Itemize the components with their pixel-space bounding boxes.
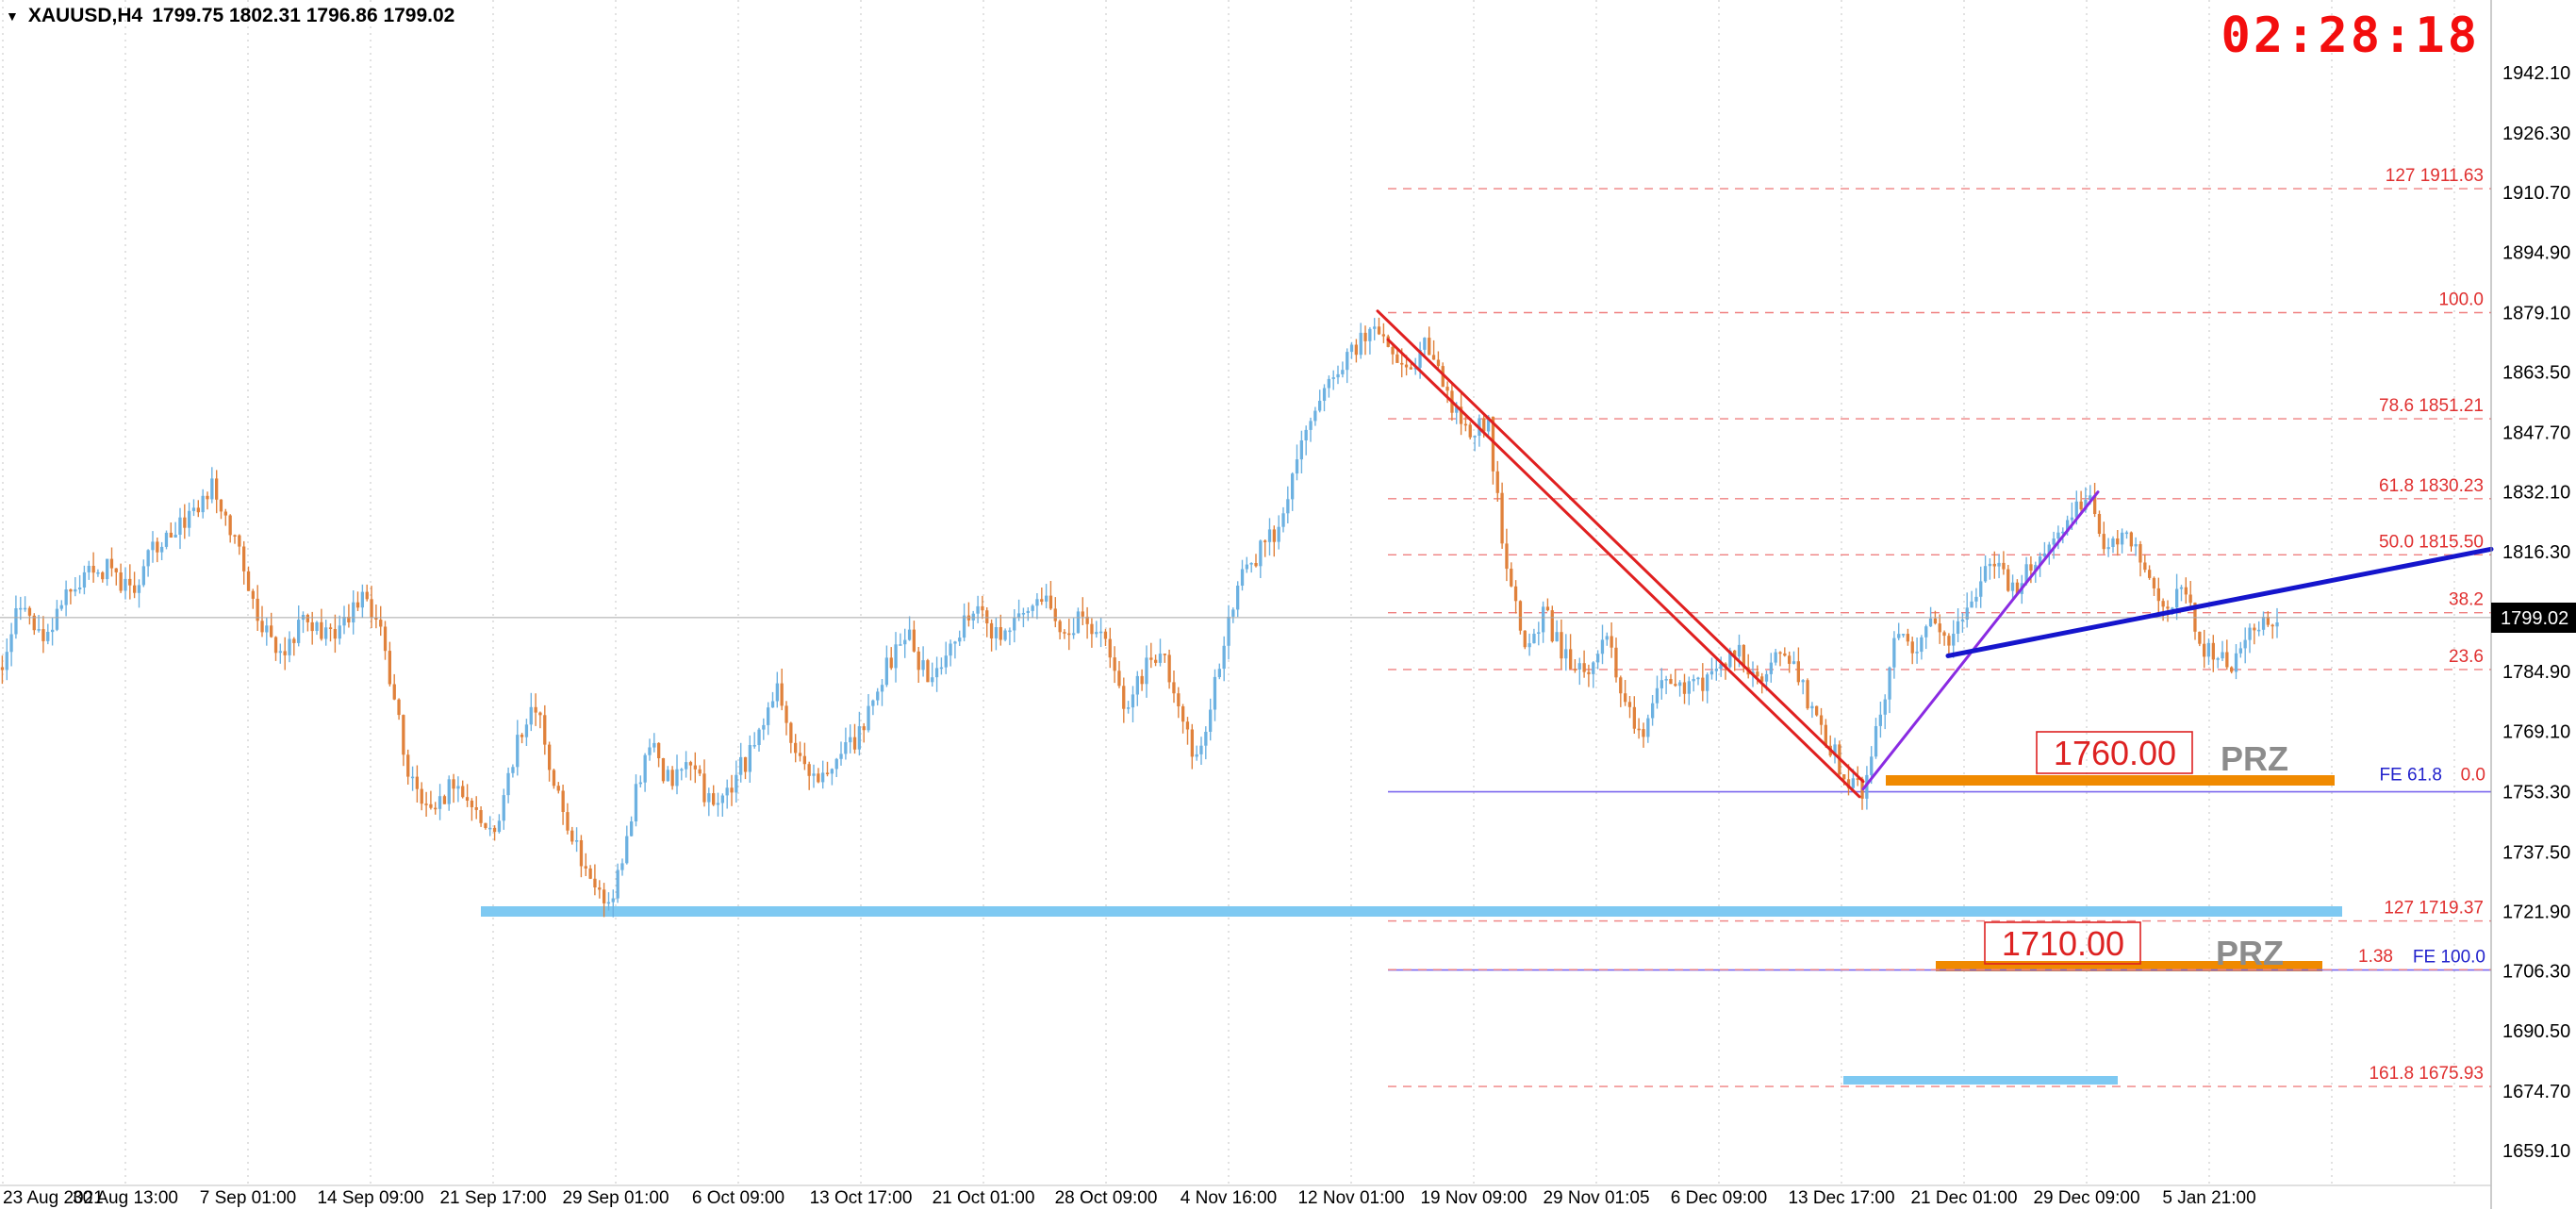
svg-text:29 Sep 01:00: 29 Sep 01:00 (562, 1188, 669, 1208)
svg-text:161.8 1675.93: 161.8 1675.93 (2369, 1064, 2484, 1084)
annotation-text: 1710.00 (2002, 924, 2124, 963)
svg-text:13 Dec 17:00: 13 Dec 17:00 (1788, 1188, 1894, 1208)
support-zone-1676 (1843, 1076, 2118, 1085)
candles (0, 317, 2279, 918)
svg-text:1737.50: 1737.50 (2502, 842, 2570, 863)
support-resistance-bands[interactable] (481, 775, 2342, 1085)
svg-text:0.0: 0.0 (2461, 766, 2485, 786)
svg-text:1816.30: 1816.30 (2502, 542, 2570, 563)
grid (2, 0, 2455, 1185)
svg-text:6 Dec 09:00: 6 Dec 09:00 (1671, 1188, 1767, 1208)
svg-text:21 Sep 17:00: 21 Sep 17:00 (439, 1188, 546, 1208)
svg-text:4 Nov 16:00: 4 Nov 16:00 (1181, 1188, 1277, 1208)
svg-text:1942.10: 1942.10 (2502, 63, 2570, 84)
current-price-tag: 1799.02 (2491, 603, 2576, 633)
svg-text:38.2: 38.2 (2449, 590, 2484, 610)
support-zone-1721 (481, 906, 2342, 917)
horizontal-object-lines[interactable] (1388, 790, 2491, 971)
svg-text:1863.50: 1863.50 (2502, 363, 2570, 384)
svg-text:28 Oct 09:00: 28 Oct 09:00 (1055, 1188, 1158, 1208)
svg-text:1769.10: 1769.10 (2502, 722, 2570, 743)
svg-text:127 1911.63: 127 1911.63 (2386, 166, 2484, 186)
annotations[interactable]: 1760.00 PRZ 1710.00 PRZ (1984, 731, 2288, 972)
trend-lines[interactable] (1376, 309, 2494, 799)
svg-text:21 Oct 01:00: 21 Oct 01:00 (933, 1188, 1035, 1208)
price-axis[interactable]: 1942.10 1926.30 1910.70 1894.90 1879.10 1863.… (2490, 0, 2576, 1209)
svg-text:100.0: 100.0 (2438, 290, 2484, 310)
svg-text:1910.70: 1910.70 (2502, 183, 2570, 204)
svg-text:127 1719.37: 127 1719.37 (2384, 899, 2484, 919)
svg-text:1832.10: 1832.10 (2502, 482, 2570, 503)
annotation-text: 1760.00 (2054, 734, 2176, 772)
svg-text:23.6: 23.6 (2449, 647, 2484, 667)
session-clock: 02:28:18 (2221, 8, 2480, 64)
svg-text:1690.50: 1690.50 (2502, 1021, 2570, 1042)
svg-text:1659.10: 1659.10 (2502, 1141, 2570, 1162)
svg-text:1847.70: 1847.70 (2502, 422, 2570, 443)
prz-zone-1710 (1936, 961, 2322, 971)
svg-text:1926.30: 1926.30 (2502, 124, 2570, 144)
svg-text:7 Sep 01:00: 7 Sep 01:00 (200, 1188, 296, 1208)
bearish-trendline-1 (1376, 309, 1865, 784)
annotation-text: PRZ (2216, 934, 2284, 972)
svg-text:1721.90: 1721.90 (2502, 902, 2570, 922)
svg-text:1753.30: 1753.30 (2502, 783, 2570, 803)
svg-text:1.38: 1.38 (2358, 947, 2393, 967)
svg-text:30 Aug 13:00: 30 Aug 13:00 (73, 1188, 178, 1208)
svg-text:6 Oct 09:00: 6 Oct 09:00 (692, 1188, 784, 1208)
svg-text:13 Oct 17:00: 13 Oct 17:00 (810, 1188, 913, 1208)
svg-text:23 Aug 2021: 23 Aug 2021 (3, 1188, 104, 1208)
svg-text:1674.70: 1674.70 (2502, 1082, 2570, 1102)
svg-text:1879.10: 1879.10 (2502, 304, 2570, 324)
svg-text:1706.30: 1706.30 (2502, 961, 2570, 982)
svg-text:78.6 1851.21: 78.6 1851.21 (2379, 396, 2484, 416)
svg-text:1894.90: 1894.90 (2502, 243, 2570, 264)
svg-text:FE 100.0: FE 100.0 (2413, 948, 2485, 968)
ohlc-values: 1799.75 1802.31 1796.86 1799.02 (152, 5, 455, 26)
svg-text:21 Dec 01:00: 21 Dec 01:00 (1910, 1188, 2017, 1208)
fib-level-labels: 127 1911.63 100.0 78.6 1851.21 61.8 1830.23… (2358, 166, 2485, 1084)
svg-text:FE 61.8: FE 61.8 (2379, 766, 2442, 786)
svg-text:29 Dec 09:00: 29 Dec 09:00 (2033, 1188, 2139, 1208)
svg-text:12 Nov 01:00: 12 Nov 01:00 (1297, 1188, 1404, 1208)
svg-text:5 Jan 21:00: 5 Jan 21:00 (2162, 1188, 2255, 1208)
bullish-impulse-line (1861, 490, 2100, 791)
svg-text:61.8 1830.23: 61.8 1830.23 (2379, 476, 2484, 496)
svg-text:1799.02: 1799.02 (2501, 608, 2568, 629)
symbol-timeframe-label: XAUUSD,H4 (27, 5, 143, 26)
rising-support-line (1945, 546, 2494, 658)
svg-text:1784.90: 1784.90 (2502, 662, 2570, 683)
prz-zone-1760 (1886, 775, 2335, 786)
svg-text:19 Nov 09:00: 19 Nov 09:00 (1420, 1188, 1527, 1208)
symbol-dropdown-icon[interactable]: ▼ (6, 8, 19, 24)
svg-text:14 Sep 09:00: 14 Sep 09:00 (317, 1188, 423, 1208)
svg-text:29 Nov 01:05: 29 Nov 01:05 (1543, 1188, 1649, 1208)
svg-text:50.0 1815.50: 50.0 1815.50 (2379, 532, 2484, 552)
annotation-text: PRZ (2221, 739, 2288, 778)
bearish-trendline-2 (1386, 338, 1861, 799)
symbol-info-bar: ▼ XAUUSD,H4 1799.75 1802.31 1796.86 1799… (6, 5, 454, 27)
